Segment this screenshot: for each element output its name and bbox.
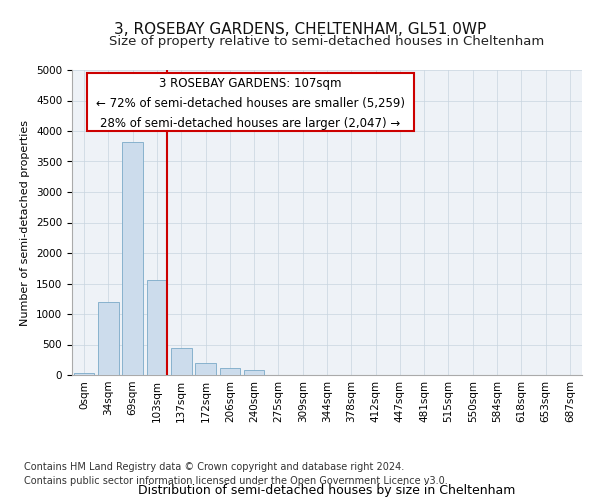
- Text: 3, ROSEBAY GARDENS, CHELTENHAM, GL51 0WP: 3, ROSEBAY GARDENS, CHELTENHAM, GL51 0WP: [114, 22, 486, 38]
- Bar: [74, 373, 94, 375]
- Bar: [244, 370, 265, 375]
- Title: Size of property relative to semi-detached houses in Cheltenham: Size of property relative to semi-detach…: [109, 35, 545, 48]
- Bar: [195, 363, 216, 375]
- Text: ← 72% of semi-detached houses are smaller (5,259): ← 72% of semi-detached houses are smalle…: [96, 97, 405, 110]
- Text: 3 ROSEBAY GARDENS: 107sqm: 3 ROSEBAY GARDENS: 107sqm: [159, 77, 342, 90]
- Text: Contains public sector information licensed under the Open Government Licence v3: Contains public sector information licen…: [24, 476, 448, 486]
- Text: Contains HM Land Registry data © Crown copyright and database right 2024.: Contains HM Land Registry data © Crown c…: [24, 462, 404, 472]
- Bar: [122, 142, 143, 375]
- Bar: [98, 302, 119, 375]
- Bar: [146, 280, 167, 375]
- X-axis label: Distribution of semi-detached houses by size in Cheltenham: Distribution of semi-detached houses by …: [139, 484, 515, 498]
- Bar: [171, 348, 191, 375]
- Bar: [220, 368, 240, 375]
- FancyBboxPatch shape: [88, 73, 414, 131]
- Text: 28% of semi-detached houses are larger (2,047) →: 28% of semi-detached houses are larger (…: [100, 116, 401, 130]
- Y-axis label: Number of semi-detached properties: Number of semi-detached properties: [20, 120, 31, 326]
